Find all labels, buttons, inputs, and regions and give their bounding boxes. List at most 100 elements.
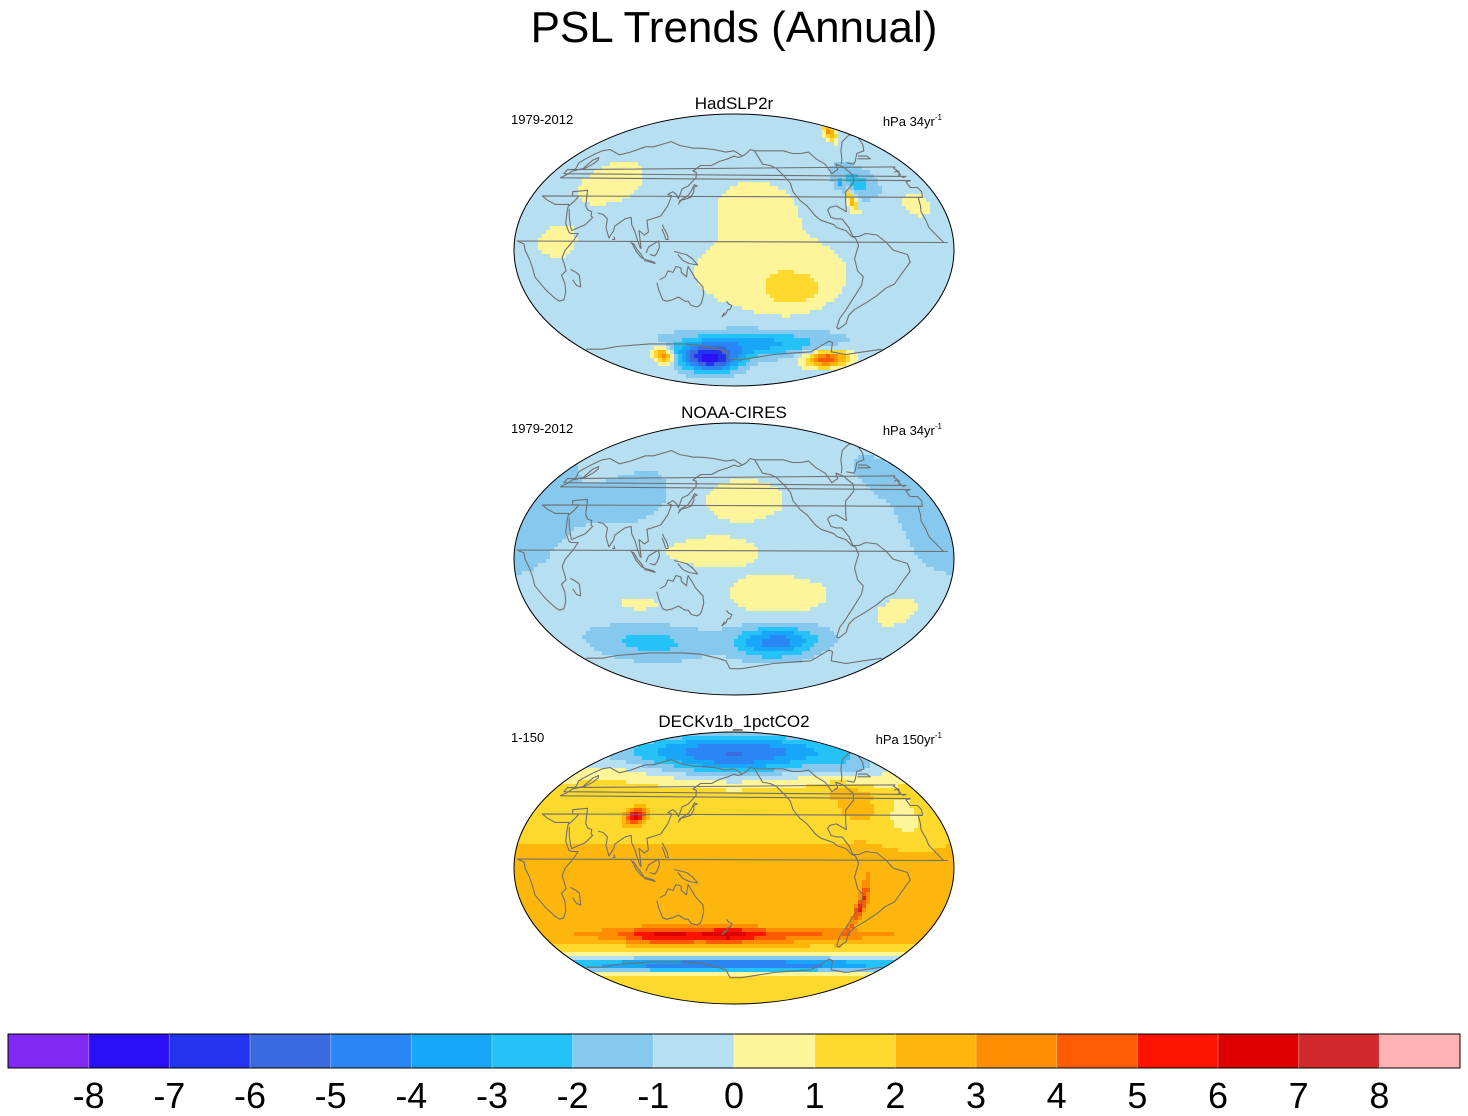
field-cell xyxy=(802,126,807,131)
field-cell xyxy=(538,294,543,299)
field-cell xyxy=(526,230,531,235)
field-cell xyxy=(834,274,839,279)
field-cell xyxy=(686,270,691,275)
field-cell xyxy=(562,286,567,291)
field-cell xyxy=(798,266,803,271)
field-cell xyxy=(738,158,743,163)
field-cell xyxy=(926,242,931,247)
field-cell xyxy=(846,190,851,195)
field-cell xyxy=(830,226,835,231)
field-cell xyxy=(518,294,523,299)
field-cell xyxy=(882,222,887,227)
field-cell xyxy=(910,202,915,207)
field-cell xyxy=(670,218,675,223)
field-cell xyxy=(710,170,715,175)
field-cell xyxy=(870,222,875,227)
field-cell xyxy=(618,294,623,299)
field-cell xyxy=(794,246,799,251)
field-cell xyxy=(642,230,647,235)
field-cell xyxy=(538,266,543,271)
field-cell xyxy=(534,246,539,251)
field-cell xyxy=(830,158,835,163)
field-cell xyxy=(806,246,811,251)
field-cell xyxy=(878,226,883,231)
field-cell xyxy=(566,246,571,251)
field-cell xyxy=(674,154,679,159)
field-cell xyxy=(902,182,907,187)
field-cell xyxy=(710,206,715,211)
field-cell xyxy=(666,266,671,271)
field-cell xyxy=(830,250,835,255)
field-cell xyxy=(722,190,727,195)
field-cell xyxy=(890,166,895,171)
field-cell xyxy=(822,198,827,203)
field-cell xyxy=(950,286,954,291)
field-cell xyxy=(718,170,723,175)
field-cell xyxy=(666,210,671,215)
field-cell xyxy=(898,166,903,171)
field-cell xyxy=(694,246,699,251)
field-cell xyxy=(654,294,659,299)
field-cell xyxy=(822,238,827,243)
field-cell xyxy=(806,142,811,147)
field-cell xyxy=(946,194,951,199)
field-cell xyxy=(826,146,831,151)
field-cell xyxy=(738,170,743,175)
field-cell xyxy=(658,134,663,139)
field-cell xyxy=(690,226,695,231)
field-cell xyxy=(858,202,863,207)
field-cell xyxy=(670,186,675,191)
field-cell xyxy=(930,170,935,175)
field-cell xyxy=(910,282,915,287)
field-cell xyxy=(638,274,643,279)
field-cell xyxy=(850,134,855,139)
field-cell xyxy=(778,138,783,143)
field-cell xyxy=(950,118,954,123)
field-cell xyxy=(554,170,559,175)
field-cell xyxy=(570,234,575,239)
field-cell xyxy=(554,182,559,187)
field-cell xyxy=(746,134,751,139)
field-cell xyxy=(926,238,931,243)
field-cell xyxy=(654,246,659,251)
field-cell xyxy=(766,218,771,223)
field-cell xyxy=(762,230,767,235)
field-cell xyxy=(574,122,579,127)
field-cell xyxy=(634,130,639,135)
field-cell xyxy=(678,174,683,179)
field-cell xyxy=(626,134,631,139)
field-cell xyxy=(634,122,639,127)
field-cell xyxy=(526,218,531,223)
field-cell xyxy=(826,134,831,139)
field-cell xyxy=(630,182,635,187)
field-cell xyxy=(542,182,547,187)
field-cell xyxy=(562,166,567,171)
field-cell xyxy=(834,206,839,211)
field-cell xyxy=(646,142,651,147)
field-cell xyxy=(774,182,779,187)
field-cell xyxy=(746,178,751,183)
field-cell xyxy=(650,186,655,191)
field-cell xyxy=(930,218,935,223)
field-cell xyxy=(706,206,711,211)
field-cell xyxy=(590,282,595,287)
field-cell xyxy=(590,202,595,207)
field-cell xyxy=(774,134,779,139)
field-cell xyxy=(738,230,743,235)
field-cell xyxy=(718,186,723,191)
field-cell xyxy=(830,190,835,195)
field-cell xyxy=(646,262,651,267)
field-cell xyxy=(730,206,735,211)
field-cell xyxy=(786,218,791,223)
field-cell xyxy=(838,278,843,283)
field-cell xyxy=(634,182,639,187)
field-cell xyxy=(774,198,779,203)
field-cell xyxy=(710,150,715,155)
field-cell xyxy=(782,210,787,215)
field-cell xyxy=(638,178,643,183)
field-cell xyxy=(838,210,843,215)
field-cell xyxy=(842,282,847,287)
field-cell xyxy=(938,258,943,263)
field-cell xyxy=(614,126,619,131)
field-cell xyxy=(938,178,943,183)
